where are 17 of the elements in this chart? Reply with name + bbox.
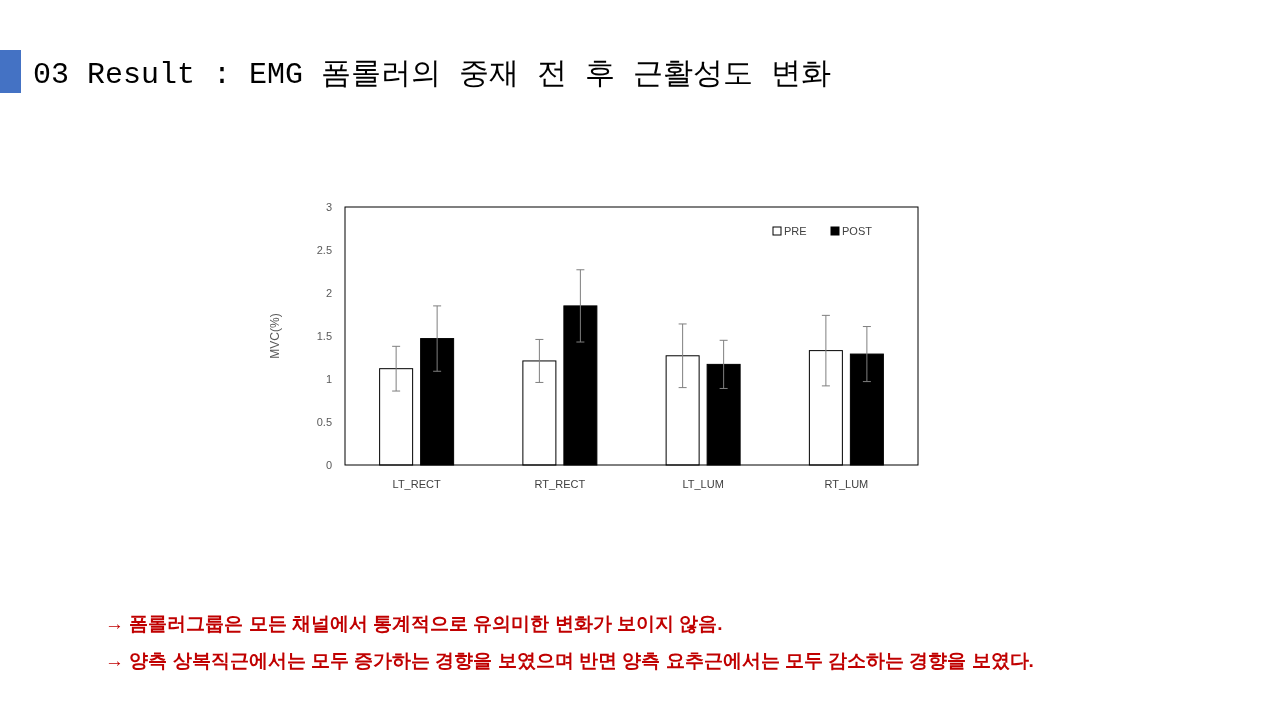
- legend-label: POST: [842, 225, 873, 237]
- y-axis-title: MVC(%): [268, 313, 282, 359]
- chart-title: 03 Result : EMG 폼롤러의 중재 전 후 근활성도 변화: [33, 58, 832, 92]
- legend-label: PRE: [784, 225, 807, 237]
- text: → 양측 상복직근에서는 모두 증가하는 경향을 보였으며 반면 양측 요추근에서는 모두 감소하는 경향을 보였다.: [105, 650, 1034, 671]
- y-tick-label: 0: [325, 459, 332, 471]
- y-tick-label: 2.5: [316, 244, 332, 256]
- x-tick-label: RT_LUM: [824, 478, 869, 490]
- x-tick-label: RT_RECT: [534, 478, 586, 490]
- text: → 폼롤러그룹은 모든 채널에서 통계적으로 유의미한 변화가 보이지 않음.: [105, 613, 723, 634]
- y-tick-label: 1.5: [316, 330, 332, 342]
- y-tick-label: 0.5: [316, 416, 332, 428]
- x-tick-label: LT_RECT: [392, 478, 441, 490]
- x-tick-label: LT_LUM: [682, 478, 724, 490]
- y-tick-label: 1: [325, 373, 332, 385]
- y-tick-label: 2: [325, 287, 332, 299]
- y-tick-label: 3: [325, 201, 332, 213]
